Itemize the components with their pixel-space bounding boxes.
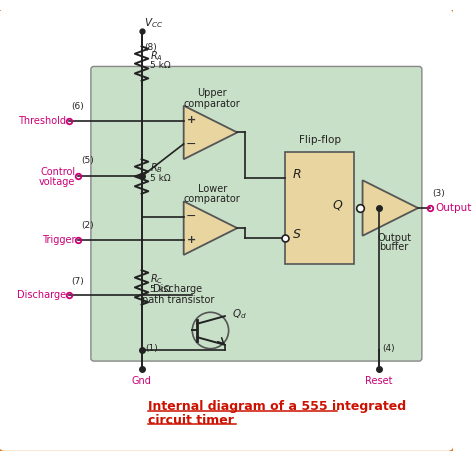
Text: Internal diagram of a 555 integrated: Internal diagram of a 555 integrated: [148, 400, 406, 414]
Text: 5 kΩ: 5 kΩ: [150, 285, 171, 294]
Text: circuit timer: circuit timer: [148, 414, 234, 427]
Text: Discharge: Discharge: [154, 284, 202, 294]
Text: $R_C$: $R_C$: [150, 272, 164, 286]
Text: 5 kΩ: 5 kΩ: [150, 174, 171, 183]
Bar: [285, 152, 354, 265]
Text: buffer: buffer: [380, 242, 409, 252]
Text: Output: Output: [435, 203, 472, 213]
Text: (2): (2): [82, 221, 94, 230]
Text: Output: Output: [377, 232, 411, 242]
Text: Reset: Reset: [365, 376, 392, 386]
Text: Lower: Lower: [198, 184, 227, 194]
Text: (6): (6): [72, 102, 84, 112]
Text: $R_A$: $R_A$: [150, 49, 163, 63]
Text: −: −: [186, 138, 197, 151]
Text: R: R: [293, 168, 301, 181]
Text: Threshold: Threshold: [18, 116, 66, 126]
Text: Trigger: Trigger: [42, 235, 75, 245]
Text: $R_B$: $R_B$: [150, 162, 163, 176]
Text: path transistor: path transistor: [142, 295, 214, 305]
Text: Gnd: Gnd: [132, 376, 152, 386]
Text: +: +: [187, 115, 196, 125]
Text: Discharge: Discharge: [17, 290, 66, 300]
Text: comparator: comparator: [184, 194, 241, 204]
FancyBboxPatch shape: [0, 7, 456, 453]
Text: (8): (8): [145, 43, 157, 53]
Polygon shape: [183, 106, 237, 159]
Text: −: −: [186, 210, 197, 223]
Polygon shape: [183, 201, 237, 255]
Text: voltage: voltage: [39, 177, 75, 187]
Text: Q: Q: [333, 198, 343, 211]
Text: (5): (5): [82, 156, 94, 165]
Text: S: S: [293, 228, 301, 241]
Text: (7): (7): [72, 277, 84, 285]
Text: Upper: Upper: [198, 88, 227, 98]
Text: 5 kΩ: 5 kΩ: [150, 61, 171, 71]
Text: $V_{CC}$: $V_{CC}$: [145, 16, 164, 30]
Text: (3): (3): [432, 189, 445, 198]
Text: Control: Control: [40, 167, 75, 177]
Text: (1): (1): [146, 344, 158, 354]
Text: (4): (4): [383, 344, 395, 354]
Text: +: +: [187, 235, 196, 245]
Text: comparator: comparator: [184, 99, 241, 109]
FancyBboxPatch shape: [91, 66, 422, 361]
Polygon shape: [363, 180, 418, 236]
Text: Flip-flop: Flip-flop: [299, 135, 340, 145]
Text: $Q_d$: $Q_d$: [231, 307, 246, 321]
